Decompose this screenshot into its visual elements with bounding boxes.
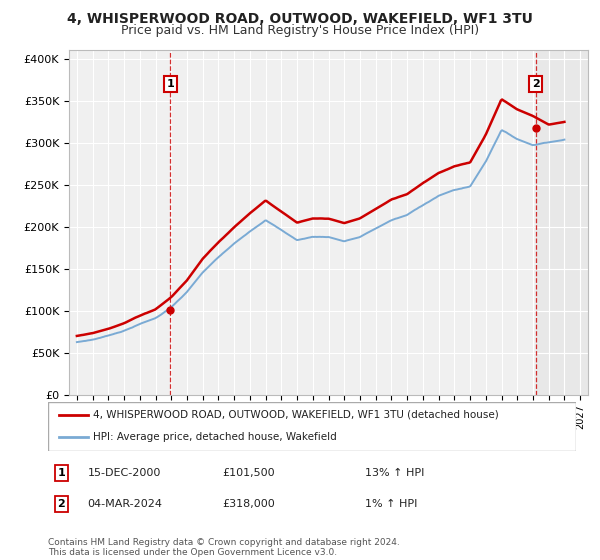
Text: 4, WHISPERWOOD ROAD, OUTWOOD, WAKEFIELD, WF1 3TU (detached house): 4, WHISPERWOOD ROAD, OUTWOOD, WAKEFIELD,… [93,410,499,420]
Text: Price paid vs. HM Land Registry's House Price Index (HPI): Price paid vs. HM Land Registry's House … [121,24,479,36]
Text: 2: 2 [58,499,65,509]
Bar [536,50,588,395]
FancyBboxPatch shape [48,402,576,451]
Text: 1% ↑ HPI: 1% ↑ HPI [365,499,417,509]
Text: 13% ↑ HPI: 13% ↑ HPI [365,468,424,478]
Text: £101,500: £101,500 [222,468,275,478]
Text: 15-DEC-2000: 15-DEC-2000 [88,468,161,478]
Text: 4, WHISPERWOOD ROAD, OUTWOOD, WAKEFIELD, WF1 3TU: 4, WHISPERWOOD ROAD, OUTWOOD, WAKEFIELD,… [67,12,533,26]
Text: 1: 1 [58,468,65,478]
Text: £318,000: £318,000 [222,499,275,509]
Text: 04-MAR-2024: 04-MAR-2024 [88,499,163,509]
Text: HPI: Average price, detached house, Wakefield: HPI: Average price, detached house, Wake… [93,432,337,442]
Text: Contains HM Land Registry data © Crown copyright and database right 2024.
This d: Contains HM Land Registry data © Crown c… [48,538,400,557]
Text: 2: 2 [532,79,539,89]
Text: 1: 1 [167,79,175,89]
